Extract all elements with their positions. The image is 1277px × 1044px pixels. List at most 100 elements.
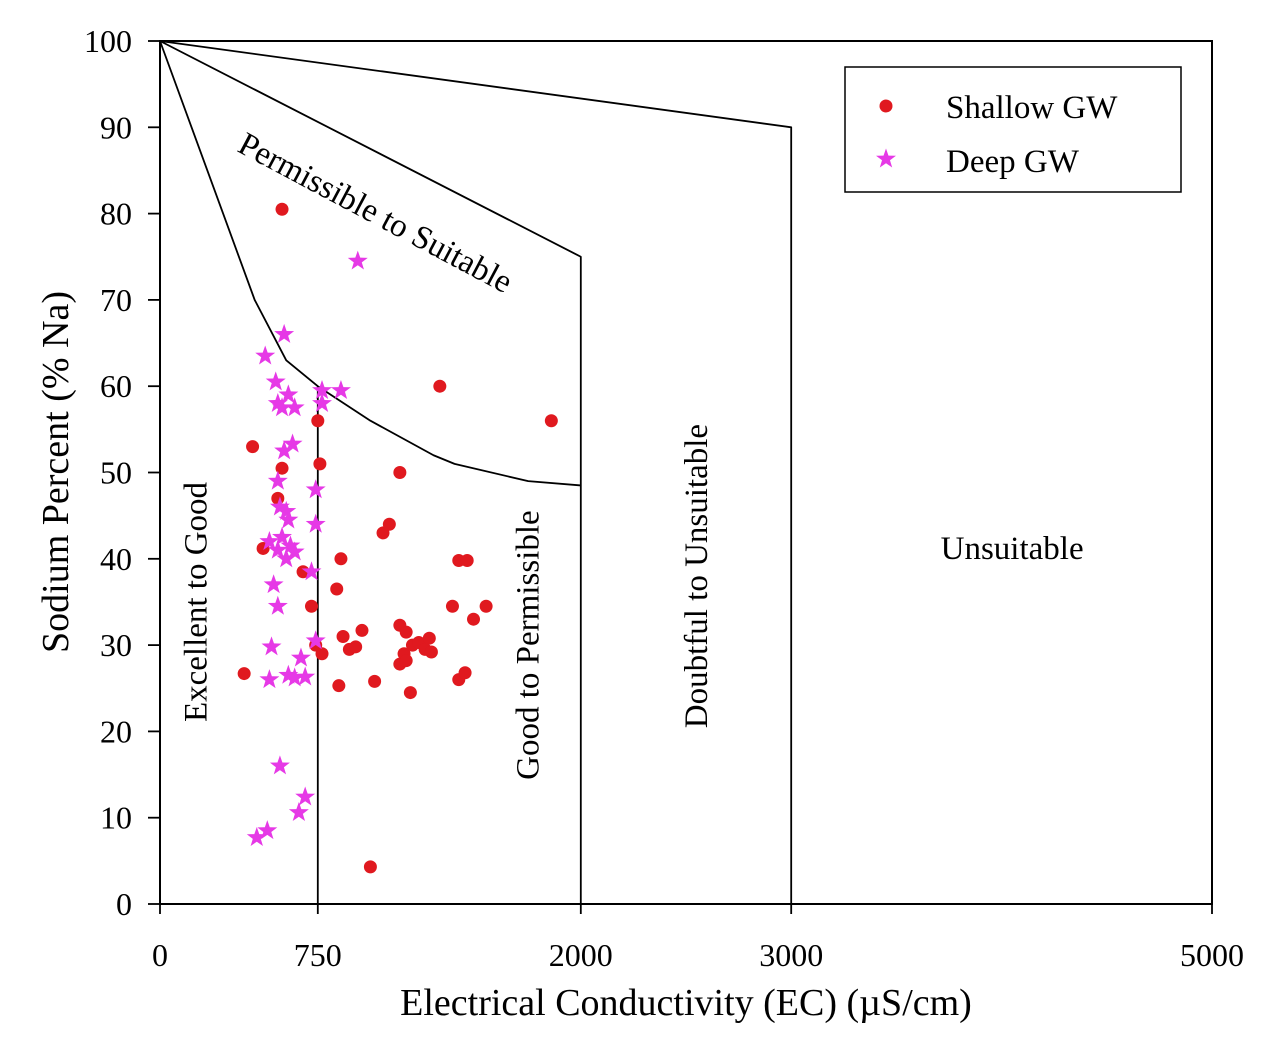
deep-gw-point bbox=[267, 392, 288, 412]
deep-gw-point bbox=[280, 535, 301, 555]
deep-gw-point bbox=[269, 755, 290, 775]
deep-gw-point bbox=[290, 647, 311, 667]
deep-gw-point bbox=[267, 539, 288, 559]
region-boundaries bbox=[159, 40, 793, 904]
shallow-gw-point bbox=[336, 629, 350, 643]
deep-gw-point bbox=[276, 500, 297, 520]
region-labels: Excellent to Good Good to PermissiblePerm… bbox=[178, 126, 1083, 780]
y-tick-label: 10 bbox=[100, 800, 132, 836]
shallow-gw-point bbox=[334, 552, 348, 566]
shallow-gw-point bbox=[332, 679, 346, 693]
y-tick-label: 70 bbox=[100, 282, 132, 318]
good-to-permissible-boundary bbox=[159, 40, 582, 904]
x-tick-label: 3000 bbox=[759, 937, 823, 973]
legend: Shallow GW Deep GW bbox=[844, 66, 1182, 193]
shallow-gw-point bbox=[315, 647, 329, 661]
x-axis-title: Electrical Conductivity (EC) (µS/cm) bbox=[400, 982, 972, 1024]
shallow-gw-point bbox=[275, 202, 289, 216]
deep-gw-point bbox=[246, 827, 267, 847]
shallow-gw-point bbox=[399, 625, 413, 639]
deep-gw-point bbox=[274, 440, 295, 460]
deep-gw-point bbox=[278, 384, 299, 404]
shallow-gw-point bbox=[363, 860, 377, 874]
deep-gw-point bbox=[257, 820, 278, 840]
excellent-to-good-boundary bbox=[159, 40, 581, 487]
deep-gw-point bbox=[259, 531, 280, 551]
x-tick-label: 750 bbox=[294, 937, 342, 973]
legend-marker-deep bbox=[876, 148, 896, 168]
shallow-gw-point bbox=[458, 666, 472, 680]
shallow-gw-point bbox=[403, 686, 417, 700]
deep-gw-point bbox=[263, 574, 284, 594]
deep-gw-point bbox=[330, 380, 351, 400]
y-tick-label: 100 bbox=[84, 23, 132, 59]
shallow-gw-point bbox=[479, 599, 493, 613]
deep-gw-point bbox=[305, 479, 326, 499]
shallow-gw-point bbox=[393, 466, 407, 479]
deep-gw-point bbox=[267, 595, 288, 615]
deep-gw-point bbox=[284, 541, 305, 561]
shallow-gw-point bbox=[544, 414, 558, 428]
shallow-gw-point bbox=[246, 440, 260, 454]
deep-gw-point bbox=[312, 392, 332, 412]
deep-gw-point bbox=[274, 323, 295, 343]
shallow-gw-point bbox=[433, 379, 447, 393]
shallow-gw-point bbox=[313, 457, 327, 471]
y-tick-label: 80 bbox=[100, 196, 132, 232]
deep-gw-point bbox=[347, 250, 368, 270]
deep-gw-point bbox=[272, 526, 293, 546]
legend-marker-shallow bbox=[879, 99, 893, 113]
y-tick-label: 40 bbox=[100, 541, 132, 577]
shallow-gw-point bbox=[368, 674, 382, 688]
y-tick-label: 0 bbox=[116, 886, 132, 922]
shallow-gw-point bbox=[275, 461, 289, 475]
shallow-gw-point bbox=[424, 645, 438, 659]
deep-gw-point bbox=[259, 669, 280, 689]
x-tick-label: 5000 bbox=[1180, 937, 1244, 973]
deep-gw-point bbox=[312, 380, 332, 400]
region-label-unsuitable: Unsuitable bbox=[941, 531, 1084, 567]
data-points bbox=[237, 202, 558, 874]
deep-gw-point bbox=[261, 636, 282, 656]
region-label-excellent-to-good: Excellent to Good bbox=[178, 481, 214, 722]
deep-gw-point bbox=[272, 397, 293, 417]
legend-label-shallow: Shallow GW bbox=[946, 90, 1118, 126]
deep-gw-point bbox=[267, 470, 288, 490]
legend-label-deep: Deep GW bbox=[946, 144, 1080, 180]
deep-gw-point bbox=[295, 666, 316, 686]
deep-gw-point bbox=[265, 371, 286, 391]
x-axis-ticks: 0 750 2000 3000 5000 bbox=[152, 904, 1244, 973]
deep-gw-point bbox=[278, 664, 299, 684]
y-axis-title: Sodium Percent (% Na) bbox=[35, 291, 77, 653]
region-label-doubtful-to-unsuitable: Doubtful to Unsuitable bbox=[679, 424, 715, 728]
x-tick-label: 2000 bbox=[549, 937, 613, 973]
deep-gw-point bbox=[295, 786, 316, 806]
legend-box bbox=[844, 66, 1182, 193]
deep-gw-point bbox=[255, 345, 276, 365]
deep-gw-point bbox=[282, 433, 303, 453]
region-label-good-to-permissible: Good to Permissible bbox=[511, 510, 547, 780]
y-tick-label: 30 bbox=[100, 627, 132, 663]
deep-gw-point bbox=[305, 513, 326, 533]
deep-gw-point bbox=[288, 802, 309, 822]
shallow-gw-point bbox=[349, 640, 363, 654]
deep-gw-point bbox=[284, 667, 305, 687]
y-tick-label: 50 bbox=[100, 455, 132, 491]
shallow-gw-point bbox=[311, 414, 325, 428]
shallow-gw-point bbox=[422, 631, 436, 645]
deep-gw-point bbox=[305, 630, 326, 650]
shallow-gw-point bbox=[237, 667, 251, 681]
shallow-gw-point bbox=[445, 599, 459, 613]
deep-gw-point bbox=[301, 561, 322, 581]
permissible-to-doubtful-boundary bbox=[159, 40, 793, 904]
deep-gw-point bbox=[278, 509, 299, 529]
y-tick-label: 20 bbox=[100, 713, 132, 749]
shallow-gw-point bbox=[467, 612, 480, 626]
y-axis-ticks: 0 10 20 30 40 50 60 70 80 90 100 bbox=[84, 23, 160, 922]
deep-gw-point bbox=[284, 397, 305, 417]
shallow-gw-point bbox=[330, 582, 344, 596]
shallow-gw-point bbox=[460, 554, 474, 568]
y-tick-label: 60 bbox=[100, 368, 132, 404]
shallow-gw-point bbox=[399, 654, 413, 668]
shallow-gw-point bbox=[355, 623, 369, 637]
